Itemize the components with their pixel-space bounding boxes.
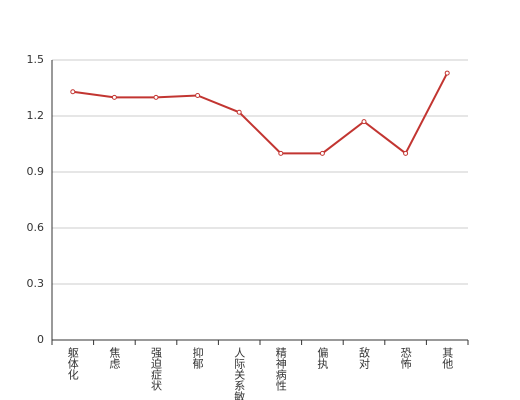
x-tick-label: 偏执 (316, 346, 329, 370)
point (111, 94, 117, 100)
point (195, 92, 201, 98)
x-tick-label: 精神病性 (274, 347, 287, 392)
x-tick-label: 人际关系敏感 (233, 347, 246, 400)
y-tick-label: 0 (37, 333, 44, 346)
point (70, 89, 76, 95)
y-tick-label: 0.3 (27, 277, 45, 290)
x-tick-label: 焦虑 (108, 347, 121, 369)
x-tick-label: 抑郁 (191, 346, 204, 369)
y-tick-label: 1.2 (27, 109, 45, 122)
y-tick-label: 0.9 (27, 165, 45, 178)
point (403, 150, 409, 156)
y-tick-label: 1.5 (27, 53, 45, 66)
point (236, 109, 242, 115)
point (278, 150, 284, 156)
y-tick-label: 0.6 (27, 221, 45, 234)
x-tick-label: 强迫症状 (150, 347, 163, 391)
x-tick-label: 躯体化 (66, 347, 79, 381)
point (444, 70, 450, 76)
point (153, 94, 159, 100)
x-tick-label: 恐怖 (399, 347, 412, 369)
point (319, 150, 325, 156)
line (72, 72, 449, 155)
point (361, 119, 367, 125)
x-tick-label: 其他 (441, 347, 454, 369)
x-tick-label: 敌对 (358, 346, 371, 369)
